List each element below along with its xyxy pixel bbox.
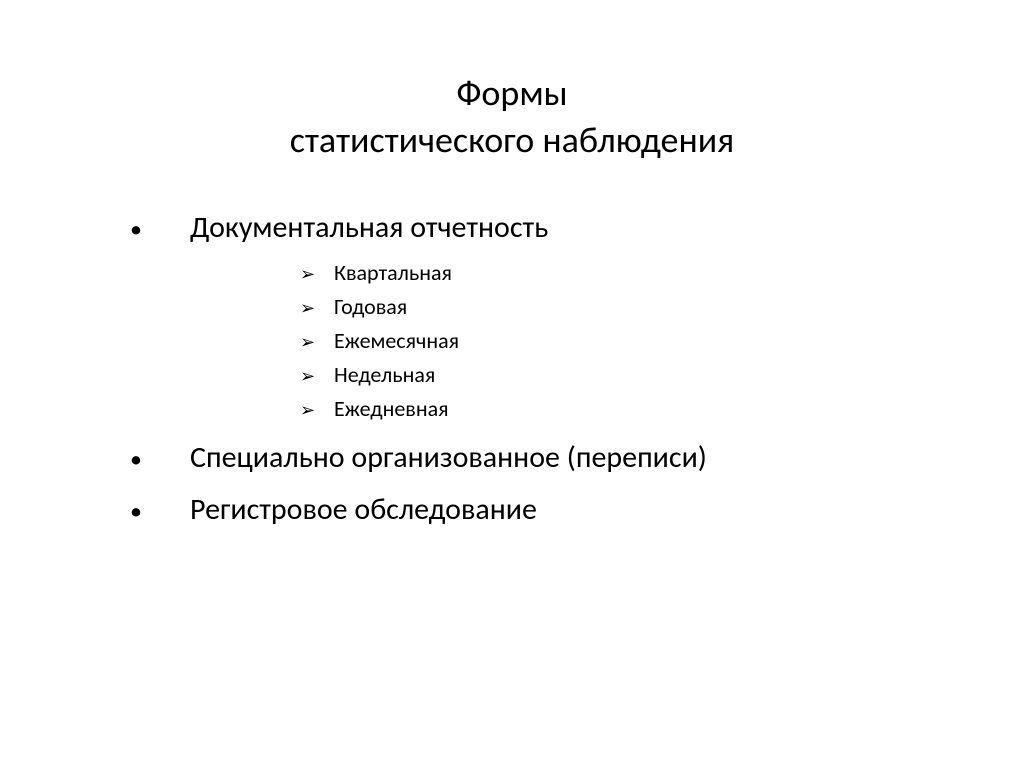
bullet-text: Специально организованное (переписи) bbox=[190, 434, 707, 482]
title-line-2: статистического наблюдения bbox=[290, 118, 734, 162]
sub-item: ➢ Ежедневная bbox=[300, 392, 934, 426]
sub-text: Ежемесячная bbox=[334, 324, 459, 358]
chevron-right-icon: ➢ bbox=[300, 397, 334, 425]
title-line-1: Формы bbox=[456, 71, 567, 115]
chevron-right-icon: ➢ bbox=[300, 261, 334, 289]
sub-text: Годовая bbox=[334, 290, 407, 324]
sub-item: ➢ Квартальная bbox=[300, 256, 934, 290]
sub-text: Ежедневная bbox=[334, 392, 449, 426]
sub-bullet-list: ➢ Квартальная ➢ Годовая ➢ Ежемесячная ➢ … bbox=[130, 256, 934, 426]
bullet-marker-icon: • bbox=[130, 211, 190, 249]
bullet-item: • Специально организованное (переписи) bbox=[130, 434, 934, 482]
bullet-text: Регистровое обследование bbox=[190, 486, 537, 534]
chevron-right-icon: ➢ bbox=[300, 363, 334, 391]
bullet-item: • Документальная отчетность bbox=[130, 204, 934, 252]
bullet-item: • Регистровое обследование bbox=[130, 486, 934, 534]
sub-text: Квартальная bbox=[334, 256, 452, 290]
bullet-marker-icon: • bbox=[130, 441, 190, 479]
main-bullet-list: • Документальная отчетность ➢ Квартальна… bbox=[90, 204, 934, 534]
sub-item: ➢ Ежемесячная bbox=[300, 324, 934, 358]
bullet-text: Документальная отчетность bbox=[190, 204, 548, 252]
slide-title: Формы статистического наблюдения bbox=[90, 70, 934, 164]
sub-item: ➢ Годовая bbox=[300, 290, 934, 324]
chevron-right-icon: ➢ bbox=[300, 329, 334, 357]
chevron-right-icon: ➢ bbox=[300, 295, 334, 323]
sub-text: Недельная bbox=[334, 358, 435, 392]
bullet-marker-icon: • bbox=[130, 493, 190, 531]
sub-item: ➢ Недельная bbox=[300, 358, 934, 392]
